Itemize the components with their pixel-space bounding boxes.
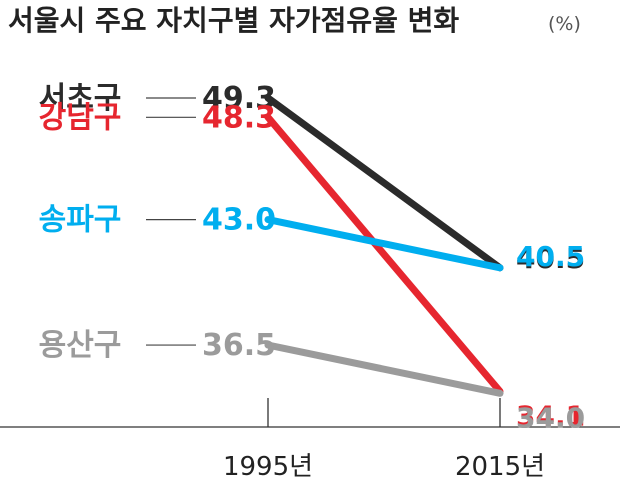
series-name-label: 서초구: [39, 81, 122, 116]
series-line: [264, 341, 504, 397]
series-name-label: 용산구: [39, 328, 122, 363]
series-line: [264, 113, 504, 395]
start-value-label: 49.3: [202, 81, 276, 116]
start-value-label: 36.5: [202, 328, 276, 363]
series-line: [264, 216, 504, 272]
end-value-label: 40.5: [516, 240, 585, 273]
x-tick-label: 1995년: [223, 452, 313, 481]
end-value-label: 40.5: [516, 242, 585, 275]
chart-unit: (%): [548, 13, 581, 35]
series-name-label: 송파구: [39, 203, 122, 238]
chart-title: 서울시 주요 자치구별 자가점유율 변화: [8, 4, 459, 37]
end-value-label: 34.1: [516, 399, 585, 432]
series-line: [264, 94, 504, 272]
end-value-label: 34.0: [516, 401, 585, 434]
start-value-label: 43.0: [202, 203, 276, 238]
x-tick-label: 2015년: [455, 452, 545, 481]
plot-area: 1995년 2015년 서초구 49.3 강남구 48.3 송파구 43.0 용산구 36.5 40…: [0, 81, 620, 481]
series-name-label: 강남구: [39, 100, 122, 135]
start-value-label: 48.3: [202, 100, 276, 135]
